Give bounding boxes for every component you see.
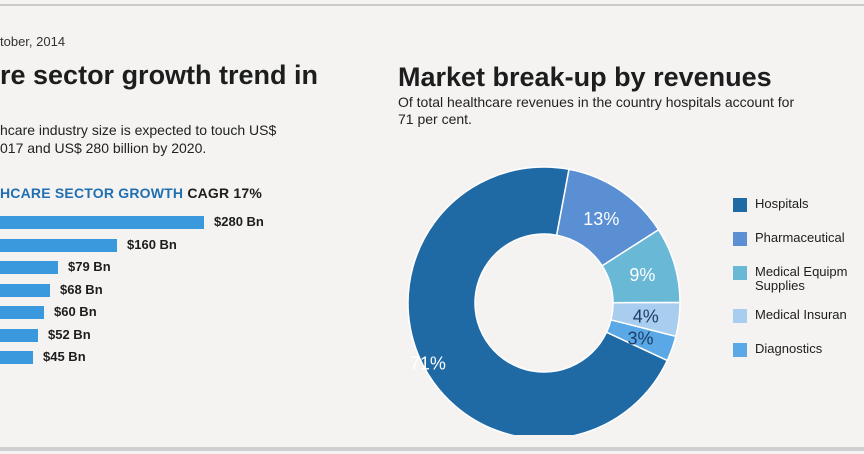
revenue-donut-chart: 71% 13% 9% 4%3% — [407, 166, 681, 435]
legend-swatch — [733, 266, 747, 280]
growth-bar — [0, 306, 44, 319]
breakup-subtitle-line2: 71 per cent. — [398, 111, 472, 127]
top-border — [0, 4, 864, 6]
legend-label: Medical Equipm Supplies — [755, 264, 848, 293]
legend-item: Medical Insuran — [733, 308, 847, 323]
growth-bar-label: $52 Bn — [48, 326, 91, 342]
legend-label: Medical Insuran — [755, 307, 847, 322]
growth-bar — [0, 216, 204, 229]
growth-heading-text: HCARE SECTOR GROWTH — [0, 185, 184, 201]
growth-bar — [0, 328, 38, 342]
growth-bar-label: $45 Bn — [43, 349, 86, 364]
growth-bar-label: $280 Bn — [214, 214, 264, 229]
growth-bar — [0, 238, 117, 252]
growth-bar-label: $79 Bn — [68, 259, 111, 274]
legend-item: Hospitals — [733, 197, 808, 212]
market-breakup-subtitle: Of total healthcare revenues in the coun… — [398, 94, 864, 128]
growth-bar — [0, 283, 50, 297]
growth-trend-subtitle: hcare industry size is expected to touch… — [0, 121, 276, 157]
growth-bar-label: $60 Bn — [54, 304, 97, 319]
legend-swatch — [733, 198, 747, 212]
legend-swatch — [733, 232, 747, 246]
donut-slice-label: 71% — [410, 354, 446, 374]
growth-bar-label: $68 Bn — [60, 281, 103, 297]
donut-slice-label: 3% — [628, 328, 654, 348]
cagr-value: CAGR 17% — [187, 185, 263, 201]
growth-bar — [0, 261, 58, 274]
market-breakup-title: Market break-up by revenues — [398, 62, 772, 92]
growth-bar-label: $160 Bn — [127, 236, 177, 252]
donut-slice-label: 9% — [629, 265, 655, 285]
legend-label: Diagnostics — [755, 341, 823, 356]
growth-trend-title: re sector growth trend in — [0, 60, 319, 90]
legend-item: Diagnostics — [733, 342, 822, 357]
legend-item: Pharmaceutical — [733, 231, 845, 246]
growth-chart-heading: HCARE SECTOR GROWTH CAGR 17% — [0, 185, 262, 201]
breakup-subtitle-line1: Of total healthcare revenues in the coun… — [398, 94, 795, 110]
legend-swatch — [733, 309, 747, 323]
legend-swatch — [733, 343, 747, 357]
growth-subtitle-line2: 017 and US$ 280 billion by 2020. — [0, 140, 207, 156]
growth-subtitle-line1: hcare industry size is expected to touch… — [0, 122, 277, 138]
legend-label: Pharmaceutical — [755, 230, 845, 245]
growth-bar — [0, 351, 33, 364]
bottom-border — [0, 447, 864, 451]
donut-slice — [605, 319, 677, 362]
publish-date: tober, 2014 — [0, 34, 66, 49]
legend-item: Medical Equipm Supplies — [733, 265, 848, 293]
donut-slice-label: 4% — [633, 306, 659, 326]
legend-label: Hospitals — [755, 196, 809, 211]
donut-slice — [407, 166, 669, 435]
donut-slice-label: 13% — [583, 209, 619, 229]
